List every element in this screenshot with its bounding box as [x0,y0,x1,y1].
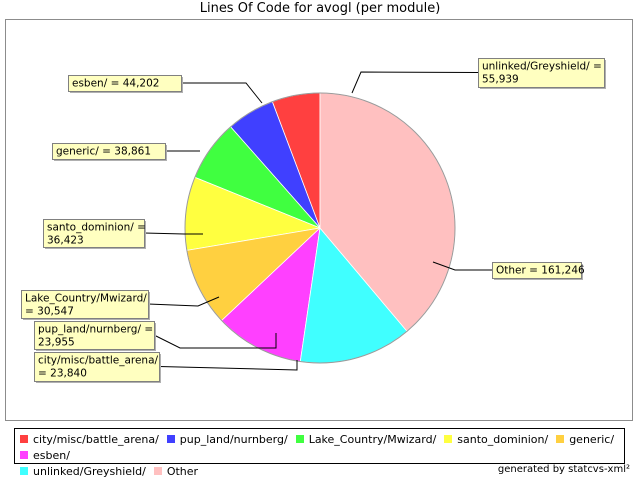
legend-label: pup_land/nurnberg/ [179,433,288,446]
slice-label-text: santo_dominion/ = [47,222,146,234]
label-box [21,290,149,319]
legend-swatch [20,451,28,459]
slice-label-4: generic/ = 38,861 [52,143,200,161]
label-box [68,75,182,92]
label-leader-line [432,261,492,271]
legend-swatch [20,467,28,475]
slice-label-2: Lake_Country/Mwizard/= 30,547 [21,290,220,320]
slice-label-1: pup_land/nurnberg/ =23,955 [34,321,277,351]
slice-label-text: = 23,840 [38,368,87,380]
slice-label-text: 55,939 [482,74,519,86]
legend-swatch [444,435,453,443]
slice-label-7: Other = 161,246 [432,261,585,280]
legend-swatch [20,435,28,443]
slice-label-0: city/misc/battle_arena/= 23,840 [34,352,298,383]
label-leader-line [147,296,220,307]
label-box [52,143,166,160]
legend-label: city/misc/battle_arena/ [33,433,159,446]
slice-label-text: Other = 161,246 [496,265,585,277]
legend-item-7: Other [153,464,199,480]
legend-item-6: unlinked/Greyshield/ [20,464,146,480]
legend-swatch [166,435,175,443]
chart-title: Lines Of Code for avogl (per module) [199,1,441,16]
pie-outline [184,92,456,364]
legend-label: Other [166,465,199,478]
legend-item-0: city/misc/battle_arena/ [20,432,159,448]
slice-label-5: esben/ = 44,202 [68,75,263,104]
slice-label-text: = 30,547 [25,306,74,318]
legend-item-1: pup_land/nurnberg/ [166,432,288,448]
legend-swatch [556,435,565,443]
legend-item-3: santo_dominion/ [444,432,548,448]
slice-label-text: 36,423 [47,235,84,247]
legend-swatch [153,467,162,475]
legend-label: santo_dominion/ [457,433,549,446]
legend-label: esben/ [33,449,70,462]
slice-label-text: generic/ = 38,861 [56,146,151,158]
footer-credit: generated by statcvs-xml² [497,464,630,475]
slice-label-text: 23,955 [38,337,75,349]
label-box [492,262,582,279]
label-leader-line [181,82,263,104]
slice-label-text: unlinked/Greyshield/ = [482,61,602,73]
slice-label-text: pup_land/nurnberg/ = [38,324,153,336]
legend-label: unlinked/Greyshield/ [33,465,146,478]
legend-item-4: generic/ [556,432,614,448]
legend-label: Lake_Country/Mwizard/ [308,433,437,446]
legend-item-5: esben/ [20,448,70,464]
label-leader-line [143,232,203,235]
label-box [478,58,605,88]
slice-label-3: santo_dominion/ =36,423 [43,219,203,249]
slice-label-text: esben/ = 44,202 [72,78,159,90]
label-box [34,352,160,382]
slice-label-6: unlinked/Greyshield/ =55,939 [351,58,606,94]
label-leader-line [158,360,298,371]
label-leader-line [351,71,479,94]
pie-chart: city/misc/battle_arena/= 23,840pup_land/… [21,58,606,383]
legend: city/misc/battle_arena/pup_land/nurnberg… [14,428,625,478]
legend-swatch [295,435,304,443]
label-box [34,321,155,350]
label-box [43,219,145,248]
label-leader-line [153,333,277,349]
slice-label-text: city/misc/battle_arena/ [38,355,159,367]
slice-label-text: Lake_Country/Mwizard/ [25,293,147,305]
legend-item-2: Lake_Country/Mwizard/ [295,432,437,448]
legend-label: generic/ [569,433,615,446]
